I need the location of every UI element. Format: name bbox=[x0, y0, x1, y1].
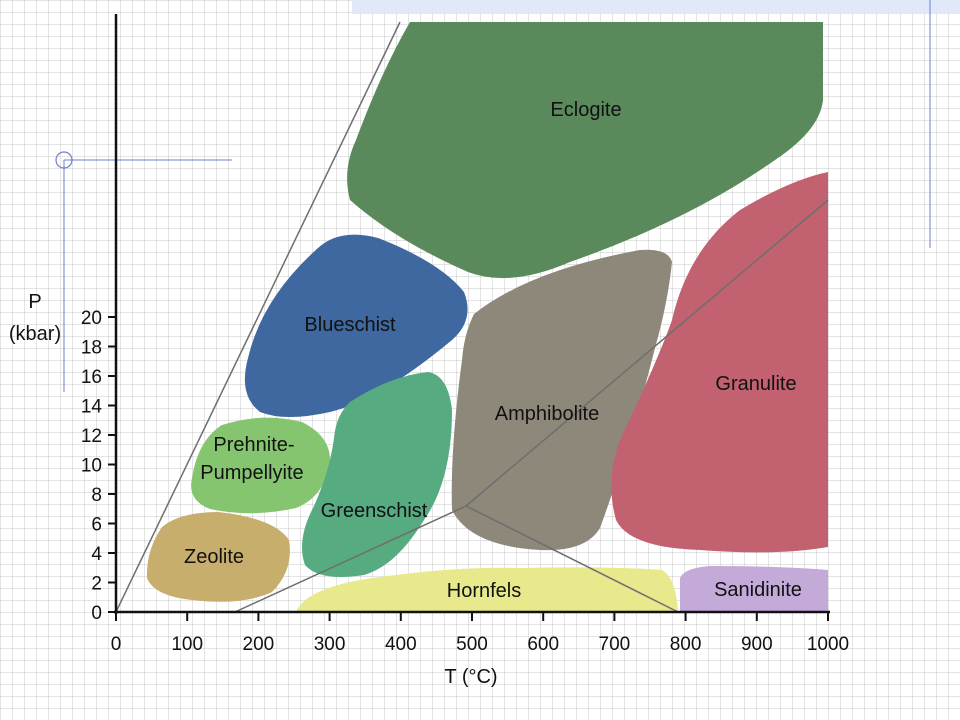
label-sanidinite: Sanidinite bbox=[714, 579, 802, 601]
facies-prehnite-pumpellyite bbox=[191, 417, 330, 514]
y-tick-label: 18 bbox=[81, 338, 102, 359]
editor-crosshair-icon bbox=[55, 151, 73, 169]
x-tick-label: 1000 bbox=[807, 634, 849, 655]
x-tick-label: 900 bbox=[741, 634, 773, 655]
facies-blueschist bbox=[244, 234, 468, 417]
label-prehnite-line1: Prehnite- bbox=[213, 434, 294, 456]
contact-line bbox=[465, 505, 679, 613]
y-tick-label: 12 bbox=[81, 426, 102, 447]
y-tick-label: 2 bbox=[91, 574, 102, 595]
x-tick-label: 800 bbox=[670, 634, 702, 655]
x-tick-label: 100 bbox=[171, 634, 203, 655]
label-amphibolite: Amphibolite bbox=[495, 403, 600, 425]
label-zeolite: Zeolite bbox=[184, 546, 244, 568]
geotherm-high bbox=[465, 199, 829, 507]
facies-greenschist bbox=[302, 372, 452, 578]
y-tick-label: 8 bbox=[91, 485, 102, 506]
facies-sanidinite bbox=[680, 566, 828, 612]
facies-hornfels bbox=[296, 567, 678, 612]
facies-zeolite bbox=[146, 512, 290, 602]
y-tick-label: 6 bbox=[91, 515, 102, 536]
y-tick-label: 16 bbox=[81, 367, 102, 388]
x-tick-label: 700 bbox=[599, 634, 631, 655]
x-tick-label: 600 bbox=[527, 634, 559, 655]
y-axis-title-line2: (kbar) bbox=[9, 323, 61, 345]
y-tick-label: 4 bbox=[91, 544, 102, 565]
facies-eclogite bbox=[347, 22, 823, 279]
limit-line-left bbox=[115, 21, 401, 613]
y-tick-label: 0 bbox=[91, 603, 102, 624]
x-tick-label: 200 bbox=[243, 634, 275, 655]
x-tick-label: 0 bbox=[111, 634, 122, 655]
label-hornfels: Hornfels bbox=[447, 580, 521, 602]
editor-selection-band bbox=[352, 0, 960, 14]
label-eclogite: Eclogite bbox=[550, 99, 621, 121]
y-axis-title-line1: P bbox=[28, 291, 41, 313]
y-tick-label: 14 bbox=[81, 397, 103, 418]
facies-granulite bbox=[611, 172, 828, 553]
axes: 0 2 4 6 8 10 12 14 16 18 20 0 100 200 300 400 500 600 700… bbox=[81, 14, 849, 655]
x-tick-label: 400 bbox=[385, 634, 417, 655]
label-greenschist: Greenschist bbox=[321, 500, 428, 522]
x-tick-label: 500 bbox=[456, 634, 488, 655]
label-granulite: Granulite bbox=[715, 373, 796, 395]
geotherm-low bbox=[234, 505, 467, 613]
label-prehnite-line2: Pumpellyite bbox=[200, 462, 303, 484]
label-blueschist: Blueschist bbox=[304, 314, 396, 336]
x-tick-label: 300 bbox=[314, 634, 346, 655]
y-tick-label: 10 bbox=[81, 456, 102, 477]
x-axis-title: T (°C) bbox=[444, 666, 497, 688]
y-tick-label: 20 bbox=[81, 308, 102, 329]
